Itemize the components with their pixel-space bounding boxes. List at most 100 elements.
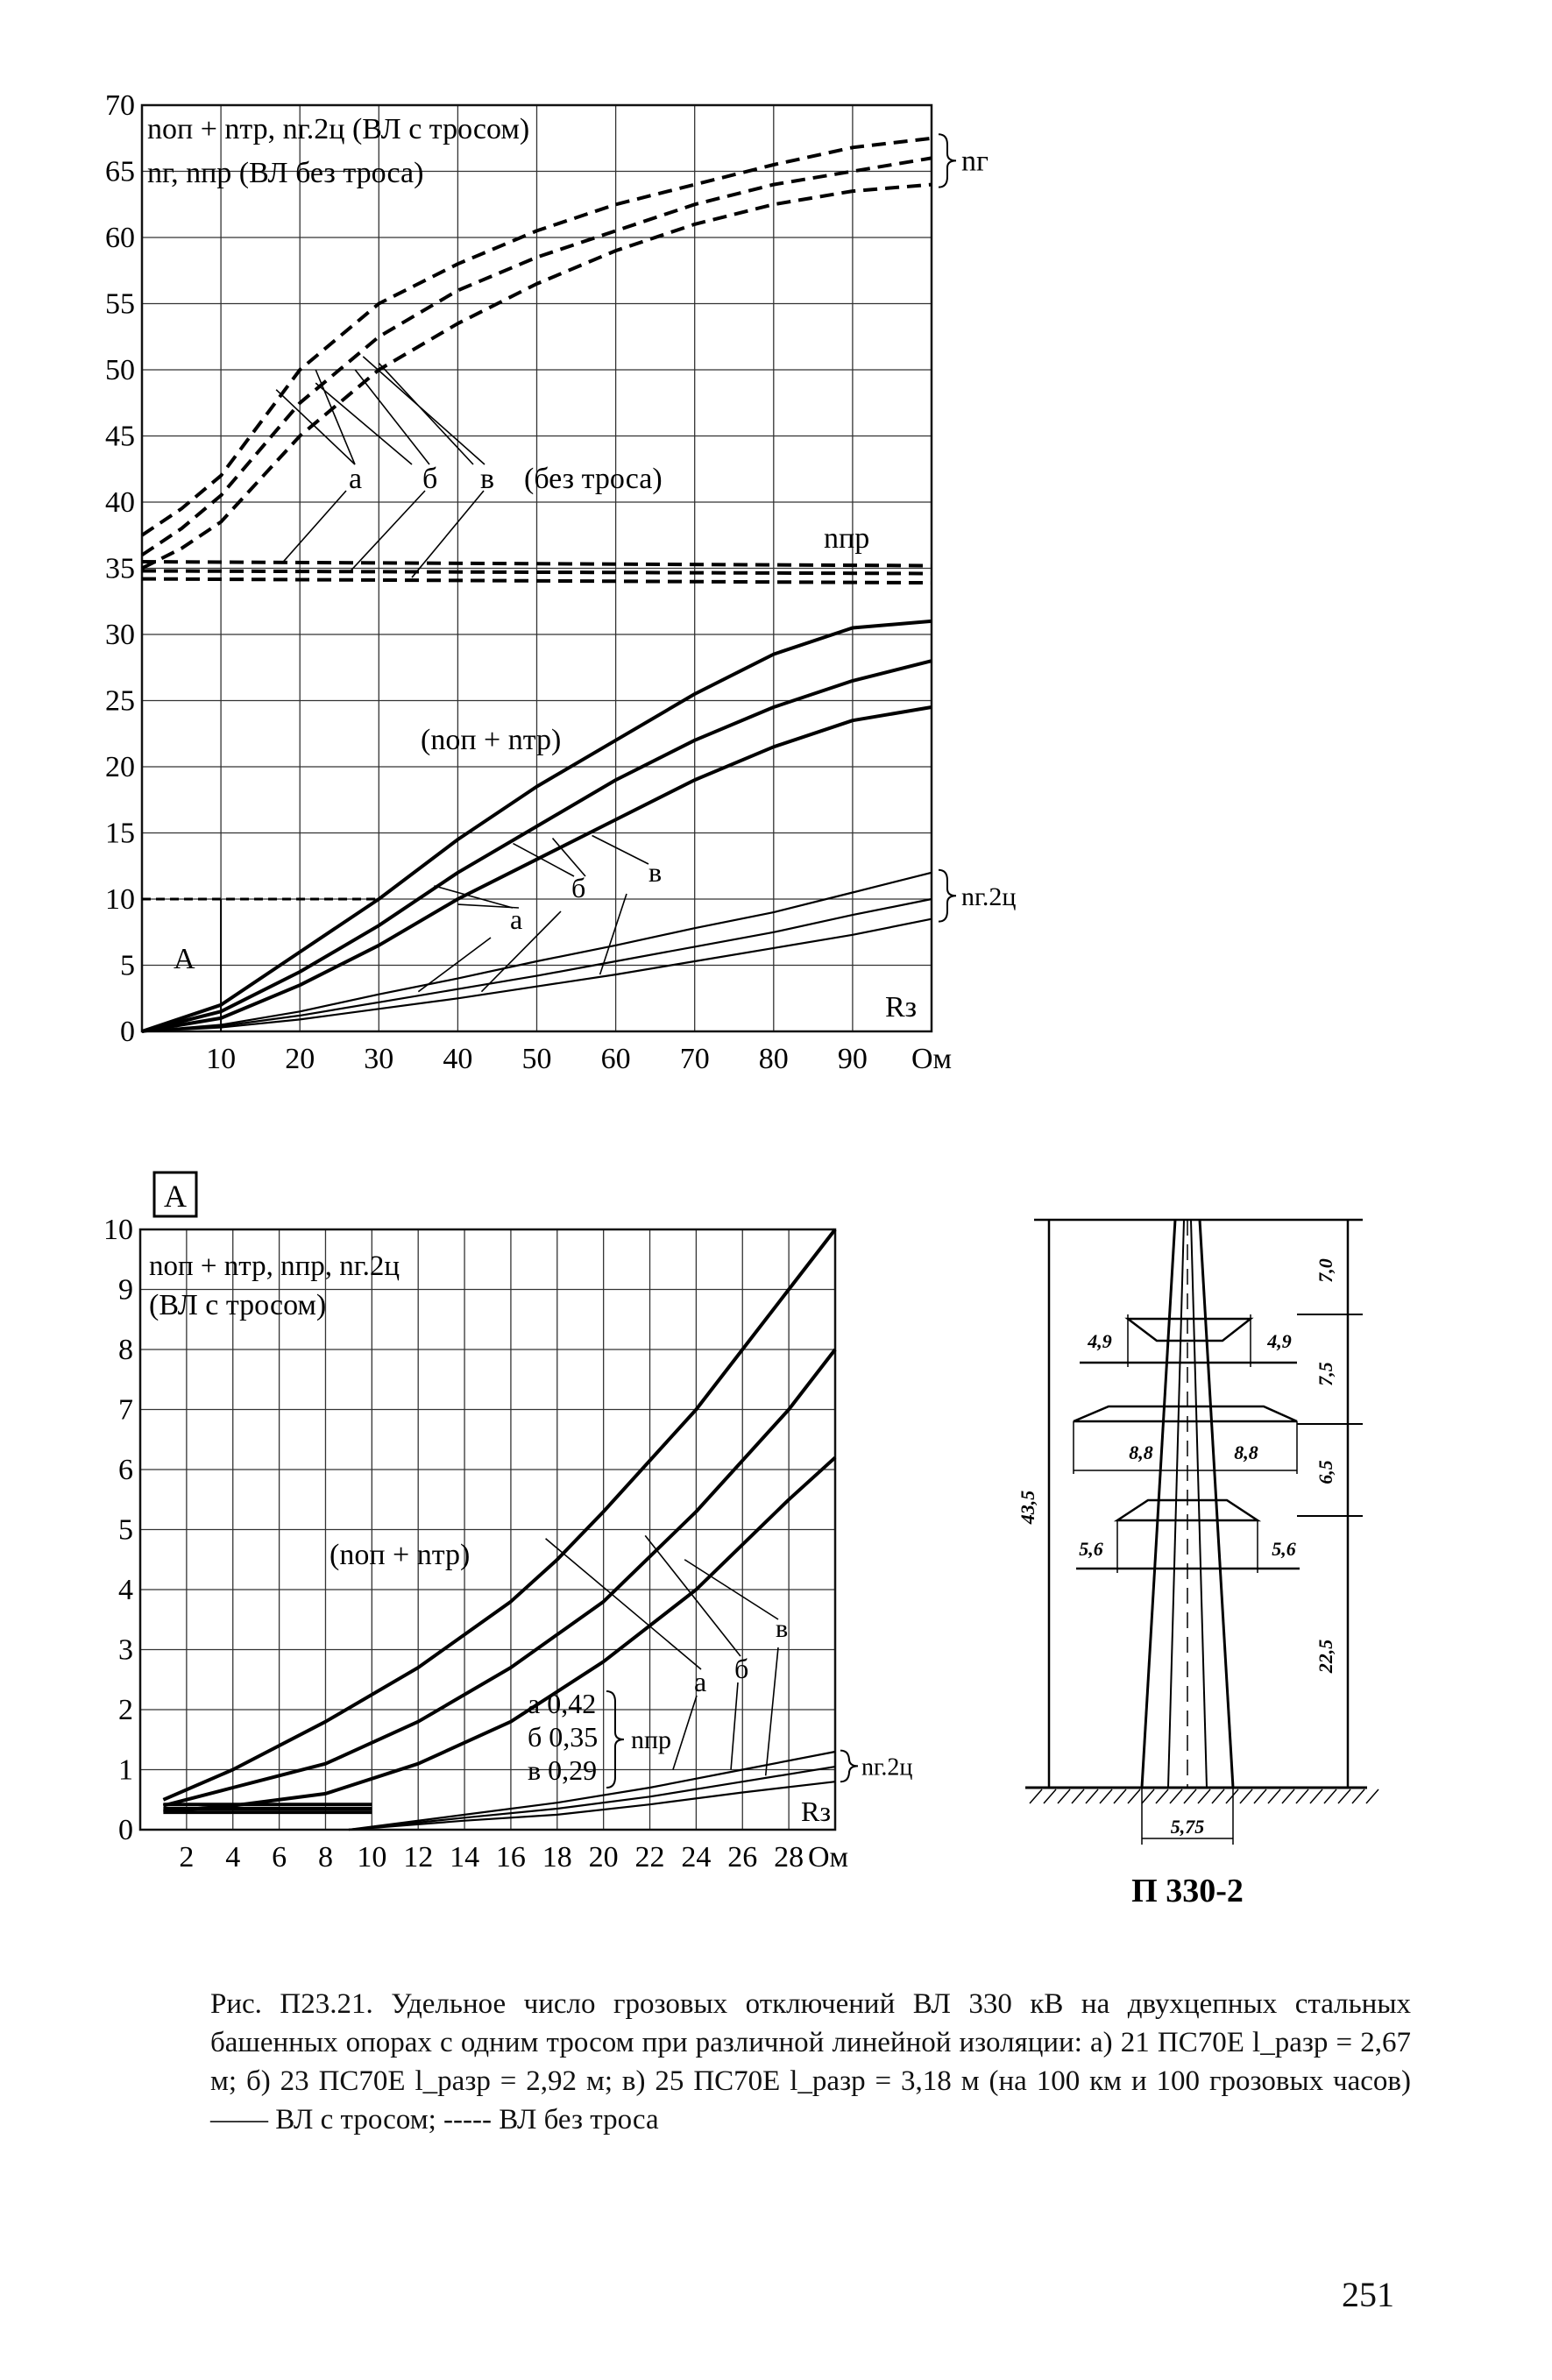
x-tick-label: 22 — [635, 1841, 665, 1874]
series-brace — [938, 868, 957, 923]
ground-hatch — [1127, 1789, 1141, 1804]
leader-line — [764, 1647, 779, 1776]
ground-hatch — [1197, 1789, 1211, 1804]
leader-line — [480, 910, 562, 993]
main-chart: 0 5 10 15 20 25 30 35 40 45 50 55 60 65 70 10 20 30 40 50 60… — [105, 89, 1016, 1075]
tower-name: П 330-2 — [1131, 1873, 1244, 1909]
series-line — [141, 577, 932, 585]
series-line — [141, 619, 932, 1033]
ground-hatch — [1337, 1789, 1351, 1804]
series-label-b: б — [422, 463, 437, 495]
series-label-a: а — [694, 1666, 706, 1697]
y-tick-label: 40 — [105, 486, 135, 519]
ground-hatch — [1225, 1789, 1239, 1804]
series-label-a: а — [349, 463, 362, 495]
x-tick-label: 30 — [364, 1043, 393, 1075]
leader-line — [411, 490, 485, 578]
tower-dim-top: 7,0 — [1315, 1258, 1336, 1283]
series-line — [141, 871, 932, 1033]
ground-hatch — [1267, 1789, 1281, 1804]
leader-line — [417, 937, 492, 993]
caption-prefix: Рис. П23.21. — [210, 1988, 373, 2020]
tower-dim-arm3-right: 5,6 — [1272, 1538, 1296, 1560]
ground-hatch — [1057, 1789, 1071, 1804]
series-label-npr: nпр — [824, 522, 869, 555]
ground-hatch — [1113, 1789, 1127, 1804]
series-label-v: в — [648, 856, 662, 888]
x-tick-label: 6 — [272, 1841, 287, 1874]
series-line — [141, 569, 932, 576]
inset-reference-label: А — [174, 943, 195, 975]
figure-caption: Рис. П23.21. Удельное число грозовых отк… — [210, 1985, 1411, 2139]
x-tick-label: 8 — [318, 1841, 333, 1874]
x-tick-label: 24 — [681, 1841, 711, 1874]
series-label-npr: nпр — [631, 1725, 671, 1754]
crossarm-middle — [1073, 1405, 1298, 1423]
y-tick-label: 10 — [103, 1214, 133, 1246]
series-line — [141, 182, 932, 570]
tower-dim-middle: 6,5 — [1315, 1460, 1336, 1484]
ground-hatch — [1323, 1789, 1337, 1804]
ground-hatch — [1169, 1789, 1183, 1804]
x-tick-label: 12 — [403, 1841, 433, 1874]
x-tick-label: 20 — [285, 1043, 315, 1075]
ground-hatch — [1155, 1789, 1169, 1804]
tower-drawing: 4,9 4,9 8,8 8,8 5,6 5,6 7,0 7,5 6,5 22,5 43,5 5,75 П… — [1017, 1218, 1379, 1909]
legend-line-without-rope: nг, nпр (ВЛ без троса) — [147, 157, 423, 189]
legend-line-with-rope: nоп + nтр, nг.2ц (ВЛ с тросом) — [147, 113, 529, 145]
y-tick-label: 1 — [118, 1754, 133, 1787]
tower-line — [1167, 1219, 1185, 1789]
y-tick-label: 30 — [105, 619, 135, 651]
x-tick-label: 4 — [225, 1841, 240, 1874]
caption-text: Удельное число грозовых отключений ВЛ 33… — [210, 1988, 1411, 2136]
ground-hatch — [1281, 1789, 1295, 1804]
y-tick-label: 10 — [105, 883, 135, 916]
x-tick-label: 50 — [522, 1043, 552, 1075]
leader-line — [644, 1534, 741, 1657]
y-tick-label: 6 — [118, 1454, 133, 1486]
axis-symbol-rz: Rз — [801, 1796, 831, 1827]
ground-hatch — [1099, 1789, 1113, 1804]
series-line — [348, 1766, 836, 1831]
x-tick-label: 10 — [357, 1841, 386, 1874]
leader-line — [281, 490, 347, 563]
y-tick-label: 35 — [105, 553, 135, 585]
series-brace — [840, 1749, 859, 1783]
series-label-nop-ntr: (nоп + nтр) — [330, 1539, 470, 1571]
x-tick-label: 20 — [589, 1841, 619, 1874]
ground-hatch — [1183, 1789, 1197, 1804]
leader-line — [315, 369, 356, 465]
leader-line — [592, 834, 649, 865]
series-line — [162, 1228, 837, 1802]
ground-hatch — [1141, 1789, 1155, 1804]
leader-line — [513, 842, 575, 877]
tower-dim-upper: 7,5 — [1315, 1362, 1336, 1386]
series-label-ng2c: nг.2ц — [961, 882, 1016, 911]
x-unit-label: Ом — [808, 1841, 848, 1874]
y-tick-label: 7 — [118, 1394, 133, 1427]
ground-hatch — [1295, 1789, 1309, 1804]
leader-line — [315, 382, 413, 465]
series-line — [162, 1348, 837, 1808]
plot-frame — [138, 1228, 837, 1831]
ground-hatch — [1309, 1789, 1323, 1804]
ground-hatch — [1085, 1789, 1099, 1804]
series-line — [141, 897, 932, 1033]
x-tick-label: 2 — [179, 1841, 194, 1874]
series-label-v: в — [480, 463, 494, 495]
y-tick-label: 3 — [118, 1634, 133, 1667]
npr-value-в: в 0,29 — [528, 1754, 597, 1786]
series-label-b: б — [734, 1653, 748, 1684]
tower-line — [1198, 1219, 1235, 1789]
ground-hatch — [1239, 1789, 1253, 1804]
series-line — [348, 1781, 836, 1831]
leader-line — [672, 1695, 698, 1770]
y-tick-label: 45 — [105, 421, 135, 453]
tower-line — [1140, 1219, 1177, 1789]
x-tick-label: 90 — [838, 1043, 868, 1075]
tower-dim-total: 43,5 — [1017, 1491, 1038, 1526]
series-label-v: в — [776, 1614, 788, 1643]
y-tick-label: 20 — [105, 751, 135, 783]
